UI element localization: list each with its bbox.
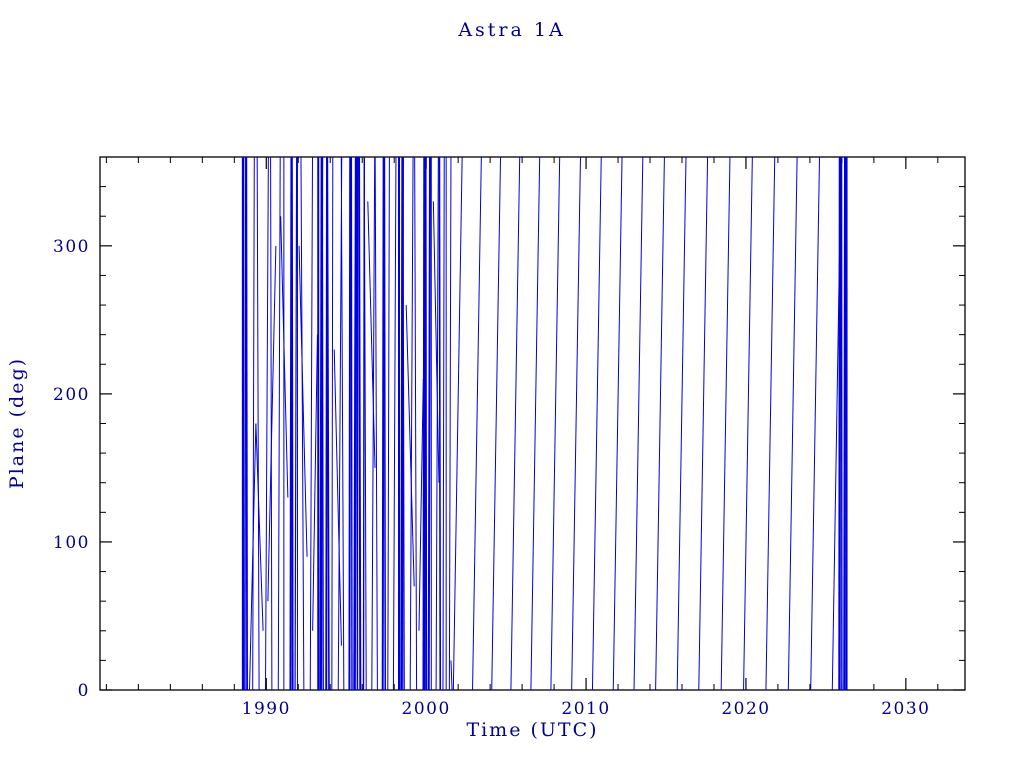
plane-drift-line <box>591 156 602 691</box>
plane-wrap-line <box>277 156 281 691</box>
chart-title: Astra 1A <box>458 19 566 41</box>
plane-wrap-line <box>363 156 367 691</box>
plane-wrap-line <box>350 156 353 691</box>
plane-wrap-line <box>414 156 418 691</box>
plane-drift-line <box>743 156 753 691</box>
plane-drift-line <box>720 156 731 691</box>
plane-drift-line <box>633 156 644 691</box>
plane-drift-line <box>510 156 521 691</box>
y-axis-label: Plane (deg) <box>6 356 28 490</box>
plane-wrap-line <box>374 156 378 691</box>
plane-wrap-line <box>402 156 405 691</box>
plane-wrap-line <box>358 156 362 691</box>
x-tick-label: 2020 <box>721 699 770 719</box>
plane-drift-line <box>831 156 842 691</box>
y-tick-label: 200 <box>53 385 90 405</box>
plane-wrap-line <box>309 156 313 691</box>
plane-wrap-line <box>294 156 298 691</box>
plane-wrap-line <box>422 156 426 691</box>
plane-wrap-line <box>392 156 397 691</box>
plane-wrap-line <box>245 156 248 691</box>
plane-drift-line <box>698 156 709 691</box>
plane-wrap-line <box>340 156 345 691</box>
plane-wrap-line <box>409 156 414 691</box>
x-tick-label: 2030 <box>881 699 930 719</box>
plane-drift-line <box>491 156 502 691</box>
plane-partial-segment <box>367 201 376 468</box>
plane-wrap-line <box>381 156 385 691</box>
plane-partial-segment <box>405 305 415 587</box>
plane-partial-segment <box>298 245 308 557</box>
plane-partial-segment <box>267 245 277 602</box>
plane-partial-segment <box>418 379 424 631</box>
plane-partial-segment <box>312 334 318 631</box>
plane-drift-line <box>765 156 776 691</box>
plane-drift-line <box>787 156 798 691</box>
plane-wrap-line <box>252 156 255 691</box>
plane-partial-segment <box>248 423 257 691</box>
plane-drift-line <box>472 156 482 691</box>
plane-wrap-line <box>270 156 273 691</box>
plane-wrap-line <box>438 156 442 691</box>
plane-wrap-line <box>290 156 294 691</box>
plane-wrap-line <box>331 156 334 691</box>
x-tick-label: 1990 <box>242 699 291 719</box>
plane-drift-line <box>655 156 665 691</box>
plane-drift-line <box>810 156 821 691</box>
plane-drift-line <box>550 156 561 691</box>
plane-partial-segment <box>333 349 342 646</box>
plane-drift-line <box>676 156 687 691</box>
plane-wrap-line <box>435 156 439 691</box>
x-tick-label: 2010 <box>561 699 610 719</box>
plane-wrap-line <box>256 156 260 691</box>
plane-partial-segment <box>255 423 264 631</box>
plane-wrap-line <box>300 156 305 691</box>
plane-drift-line <box>530 156 541 691</box>
plane-drift-line <box>612 156 623 691</box>
plane-drift-line <box>571 156 581 691</box>
plane-wrap-line <box>337 156 343 691</box>
plane-wrap-line <box>348 156 352 691</box>
x-tick-label: 2000 <box>402 699 451 719</box>
plane-wrap-line <box>383 156 386 691</box>
plane-wrap-line <box>448 156 452 691</box>
plane-wrap-line <box>353 156 358 691</box>
plane-partial-segment <box>280 216 289 498</box>
plane-wrap-line <box>264 156 269 691</box>
plane-wrap-line <box>371 156 376 691</box>
y-tick-label: 100 <box>53 533 90 553</box>
plane-wrap-line <box>442 156 445 691</box>
plane-wrap-line <box>427 156 432 691</box>
y-tick-label: 0 <box>78 681 90 701</box>
x-axis-label: Time (UTC) <box>466 719 599 741</box>
plane-wrap-line <box>321 156 324 691</box>
plane-wrap-line <box>424 156 428 691</box>
y-tick-label: 300 <box>53 237 90 257</box>
plane-wrap-line <box>387 156 390 691</box>
plane-wrap-line <box>843 156 846 691</box>
plane-wrap-line <box>326 156 330 691</box>
plane-partial-segment <box>450 660 453 691</box>
plane-partial-segment <box>432 201 440 483</box>
plane-drift-line <box>452 156 463 691</box>
